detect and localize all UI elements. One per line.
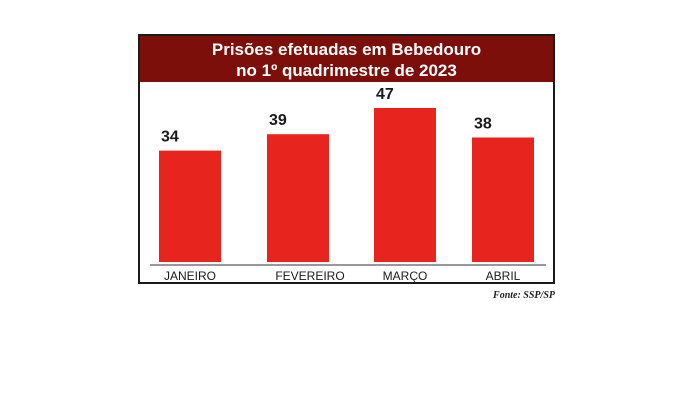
data-label-fevereiro: 39 [269, 112, 287, 129]
category-label-março: MARÇO [383, 269, 428, 283]
source-note: Fonte: SSP/SP [493, 290, 555, 301]
data-label-janeiro: 34 [161, 129, 179, 146]
chart-title-bar: Prisões efetuadas em Bebedouro no 1º qua… [140, 36, 553, 82]
bar-fevereiro [267, 134, 329, 262]
bar-março [374, 108, 436, 262]
chart-subtitle: no 1º quadrimestre de 2023 [236, 61, 457, 80]
category-label-janeiro: JANEIRO [164, 269, 216, 283]
category-label-fevereiro: FEVEREIRO [275, 269, 344, 283]
chart-title: Prisões efetuadas em Bebedouro [211, 40, 482, 59]
bar-abril [472, 137, 534, 262]
bar-janeiro [159, 150, 221, 262]
category-label-abril: ABRIL [486, 269, 521, 283]
data-label-março: 47 [376, 86, 394, 103]
data-label-abril: 38 [474, 115, 492, 132]
